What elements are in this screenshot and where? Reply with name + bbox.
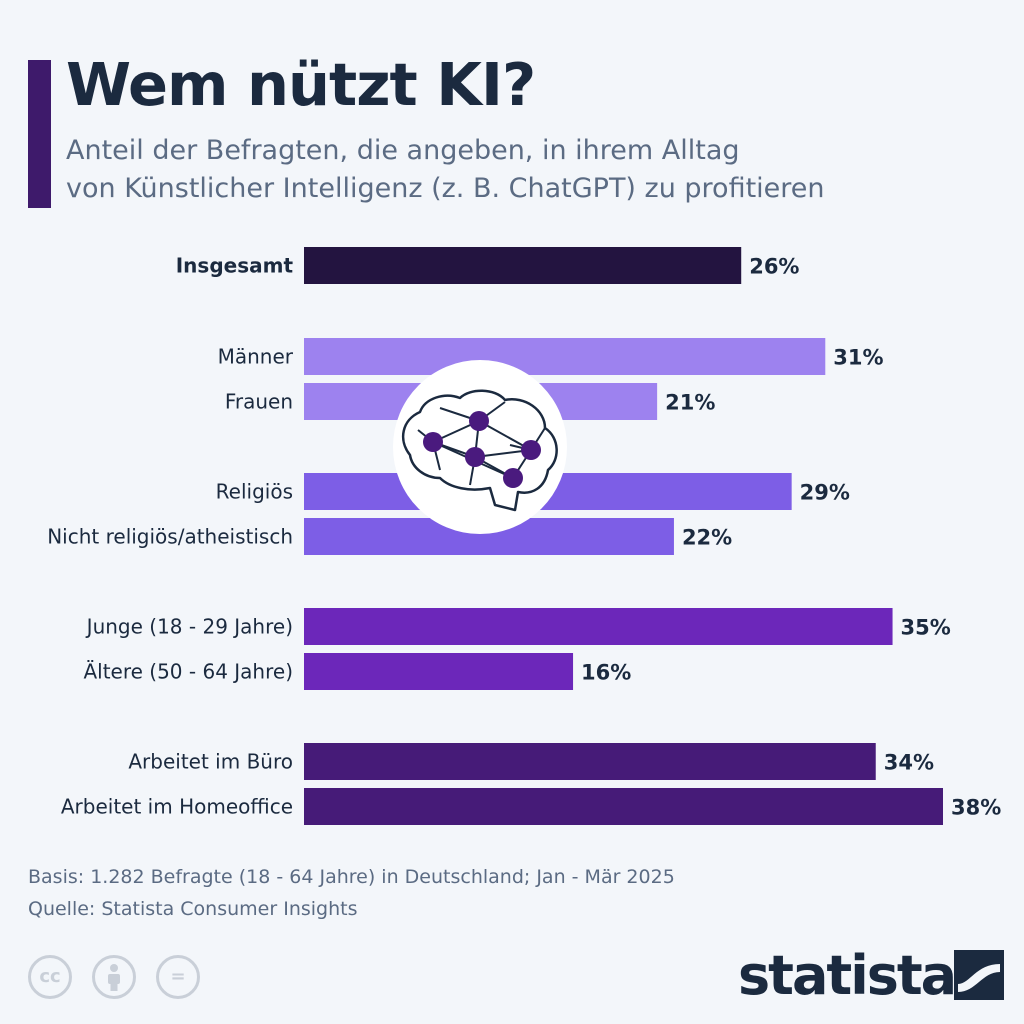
bar-6 [304,608,893,645]
bar-7 [304,653,574,690]
statista-logo[interactable]: statista [738,944,1008,1008]
bar-1 [304,247,742,284]
source-note: Quelle: Statista Consumer Insights [28,898,358,920]
bar-2 [304,338,826,375]
value-label-7: 16% [581,661,631,685]
title-accent-bar [28,60,51,208]
cc-license-icon[interactable]: cc [28,955,72,999]
statista-logo-mark-icon [954,950,1004,1000]
attribution-person-icon[interactable] [92,955,136,999]
bar-8 [304,743,876,780]
value-label-5: 22% [682,526,732,550]
category-label-6: Junge (18 - 29 Jahre) [85,615,293,639]
brain-network-icon [393,360,567,534]
value-label-6: 35% [901,616,951,640]
category-label-1: Insgesamt [176,254,294,278]
value-label-4: 29% [800,481,850,505]
value-label-9: 38% [951,796,1001,820]
value-label-3: 21% [665,391,715,415]
chart-title: Wem nützt KI? [66,50,536,119]
bar-9 [304,788,943,825]
statista-wordmark: statista [738,944,957,1007]
value-label-2: 31% [833,346,883,370]
subtitle-line-1: Anteil der Befragten, die angeben, in ih… [66,135,740,166]
category-label-2: Männer [218,345,294,369]
category-label-9: Arbeitet im Homeoffice [61,795,293,819]
category-label-4: Religiös [216,480,293,504]
value-label-1: 26% [749,255,799,279]
no-derivatives-icon[interactable]: = [156,955,200,999]
basis-note: Basis: 1.282 Befragte (18 - 64 Jahre) in… [28,866,675,888]
subtitle-line-2: von Künstlicher Intelligenz (z. B. ChatG… [66,173,825,204]
category-label-3: Frauen [225,390,293,414]
category-label-7: Ältere (50 - 64 Jahre) [83,660,293,684]
category-label-5: Nicht religiös/atheistisch [47,525,293,549]
chart-subtitle: Anteil der Befragten, die angeben, in ih… [66,132,1006,208]
value-label-8: 34% [884,751,934,775]
category-label-8: Arbeitet im Büro [128,750,293,774]
